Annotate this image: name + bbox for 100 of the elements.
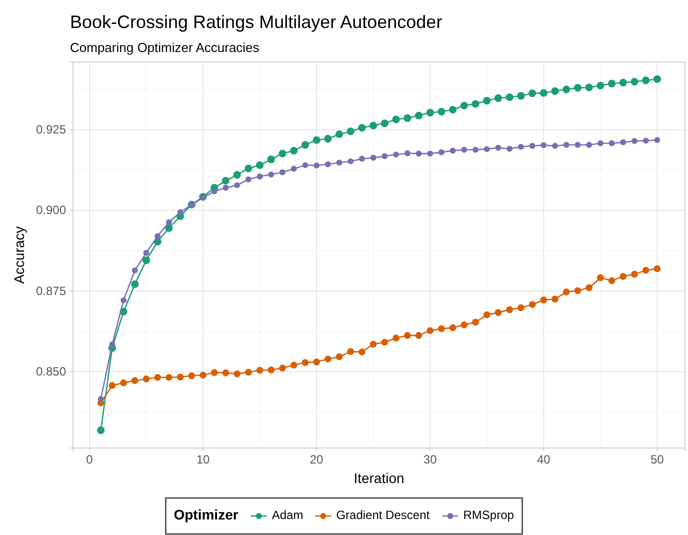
point xyxy=(256,366,264,374)
point xyxy=(416,150,422,157)
point xyxy=(642,266,650,274)
point xyxy=(438,325,445,332)
y-tick-label: 0.900 xyxy=(36,203,66,218)
point xyxy=(642,138,649,144)
point xyxy=(483,96,491,105)
point xyxy=(631,270,638,278)
point xyxy=(346,128,354,136)
point xyxy=(574,84,582,92)
x-tick-label: 40 xyxy=(536,452,551,467)
y-tick-label: 0.850 xyxy=(36,364,66,378)
point xyxy=(404,332,411,339)
point xyxy=(631,138,638,144)
point xyxy=(268,366,275,374)
point xyxy=(392,116,400,124)
point xyxy=(552,296,558,302)
x-tick-label: 0 xyxy=(86,452,94,467)
point xyxy=(654,265,661,272)
point xyxy=(608,140,615,146)
point xyxy=(166,374,172,381)
legend-label: Adam xyxy=(272,508,304,522)
point xyxy=(154,374,162,381)
chart-subtitle: Comparing Optimizer Accuracies xyxy=(70,40,260,55)
point xyxy=(279,364,286,372)
point xyxy=(654,137,660,144)
point xyxy=(324,161,331,168)
point xyxy=(222,369,230,376)
point xyxy=(563,142,570,148)
point xyxy=(540,296,548,304)
point xyxy=(597,140,604,146)
point xyxy=(596,274,604,282)
legend-label: Gradient Descent xyxy=(336,508,430,522)
point xyxy=(234,370,240,378)
point xyxy=(313,358,320,366)
point xyxy=(370,340,377,348)
point xyxy=(290,362,298,369)
point xyxy=(404,114,412,122)
point xyxy=(392,334,400,342)
point xyxy=(528,89,536,98)
point xyxy=(314,162,320,168)
point xyxy=(210,369,218,376)
point xyxy=(211,188,218,194)
point xyxy=(256,161,264,170)
point xyxy=(449,324,456,332)
point xyxy=(301,141,310,149)
point xyxy=(414,112,423,120)
x-tick-label: 20 xyxy=(310,452,324,467)
point xyxy=(574,287,582,294)
x-tick-label: 50 xyxy=(650,452,664,467)
point xyxy=(278,150,286,158)
point xyxy=(120,379,127,386)
point xyxy=(233,171,241,179)
point xyxy=(472,100,480,108)
point xyxy=(585,84,593,92)
point xyxy=(131,377,138,384)
point xyxy=(552,142,558,149)
point xyxy=(404,150,410,156)
point xyxy=(438,108,446,116)
point xyxy=(517,92,525,100)
point xyxy=(518,144,524,150)
point xyxy=(222,176,230,184)
point xyxy=(143,250,150,256)
point xyxy=(176,374,184,380)
point xyxy=(280,169,286,176)
point xyxy=(450,148,456,154)
point xyxy=(586,284,592,292)
point xyxy=(177,209,184,216)
legend-label: RMSprop xyxy=(463,508,514,522)
point xyxy=(131,280,139,288)
point xyxy=(642,76,650,84)
point xyxy=(302,359,309,366)
point xyxy=(267,156,275,164)
point xyxy=(108,382,116,389)
point xyxy=(369,122,378,130)
point xyxy=(529,142,536,149)
point xyxy=(551,87,559,95)
legend-title: Optimizer xyxy=(174,506,239,523)
point xyxy=(393,152,400,158)
point xyxy=(358,348,366,356)
point xyxy=(98,396,104,402)
point xyxy=(586,142,592,148)
point xyxy=(460,321,468,328)
point xyxy=(608,80,616,88)
point xyxy=(630,78,638,86)
point xyxy=(348,158,354,164)
point xyxy=(200,372,206,379)
point xyxy=(336,160,342,166)
point xyxy=(358,124,366,132)
point xyxy=(290,146,298,154)
x-tick-label: 30 xyxy=(423,452,438,467)
point xyxy=(483,311,490,318)
point xyxy=(495,144,502,151)
point xyxy=(382,153,388,160)
y-axis-title: Accuracy xyxy=(11,226,27,284)
point xyxy=(608,277,616,284)
point xyxy=(96,426,105,434)
point xyxy=(574,142,581,148)
point xyxy=(506,306,514,314)
x-tick-label: 10 xyxy=(196,452,210,467)
